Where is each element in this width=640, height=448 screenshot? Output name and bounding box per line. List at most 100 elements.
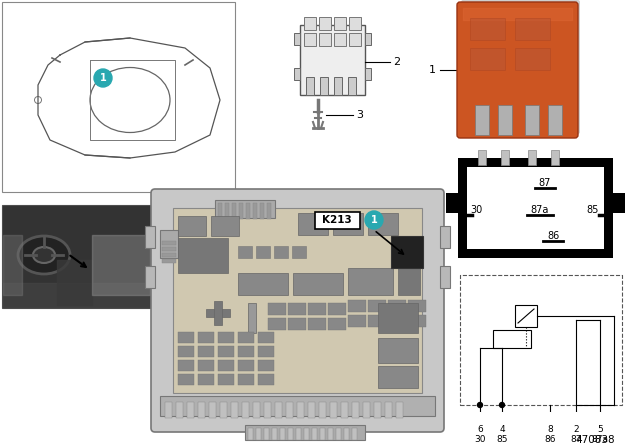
- Bar: [160, 396, 435, 416]
- Bar: [330, 402, 337, 418]
- Bar: [446, 193, 458, 213]
- Bar: [334, 33, 346, 46]
- Bar: [198, 374, 214, 385]
- Bar: [308, 402, 315, 418]
- Text: 86: 86: [547, 231, 559, 241]
- Bar: [178, 346, 194, 357]
- Bar: [162, 247, 176, 251]
- Bar: [408, 315, 426, 327]
- Bar: [162, 259, 176, 263]
- Bar: [288, 428, 293, 440]
- Bar: [470, 18, 505, 40]
- Text: K213: K213: [322, 215, 352, 225]
- Bar: [245, 425, 365, 440]
- Bar: [334, 77, 342, 95]
- Bar: [515, 48, 550, 70]
- Bar: [348, 268, 393, 295]
- Bar: [173, 208, 422, 393]
- Text: 4: 4: [499, 425, 505, 434]
- Bar: [475, 105, 489, 135]
- Bar: [374, 402, 381, 418]
- Text: 87a: 87a: [591, 435, 609, 444]
- Bar: [238, 374, 254, 385]
- Bar: [528, 150, 536, 165]
- Bar: [515, 18, 550, 40]
- Circle shape: [365, 211, 383, 229]
- Bar: [267, 203, 271, 219]
- Bar: [333, 213, 363, 235]
- Bar: [248, 428, 253, 440]
- Bar: [258, 332, 274, 343]
- Bar: [274, 246, 288, 258]
- Text: 85: 85: [496, 435, 508, 444]
- Bar: [198, 346, 214, 357]
- Text: 86: 86: [544, 435, 556, 444]
- Bar: [258, 360, 274, 371]
- Bar: [264, 402, 271, 418]
- Text: 3: 3: [356, 110, 363, 120]
- Bar: [275, 402, 282, 418]
- Bar: [368, 300, 386, 312]
- Bar: [478, 150, 486, 165]
- Bar: [319, 402, 326, 418]
- Bar: [408, 300, 426, 312]
- Bar: [288, 303, 306, 315]
- Bar: [388, 300, 406, 312]
- Bar: [225, 203, 229, 219]
- Bar: [365, 68, 371, 80]
- Bar: [296, 428, 301, 440]
- Bar: [246, 203, 250, 219]
- Bar: [178, 374, 194, 385]
- Bar: [178, 216, 206, 236]
- Bar: [501, 150, 509, 165]
- Bar: [349, 17, 361, 30]
- Bar: [256, 428, 261, 440]
- Bar: [238, 346, 254, 357]
- Bar: [493, 330, 531, 348]
- Bar: [178, 360, 194, 371]
- Bar: [260, 203, 264, 219]
- Bar: [440, 226, 450, 248]
- Bar: [328, 428, 333, 440]
- Bar: [176, 402, 183, 418]
- Bar: [297, 402, 304, 418]
- Bar: [232, 203, 236, 219]
- Circle shape: [499, 402, 504, 408]
- Bar: [378, 338, 418, 363]
- Bar: [378, 303, 418, 333]
- Bar: [388, 315, 406, 327]
- Bar: [239, 203, 243, 219]
- Bar: [258, 374, 274, 385]
- Text: 87a: 87a: [531, 205, 549, 215]
- Bar: [209, 402, 216, 418]
- Bar: [218, 374, 234, 385]
- Bar: [298, 213, 328, 235]
- Bar: [211, 216, 239, 236]
- Bar: [198, 332, 214, 343]
- Text: 87: 87: [570, 435, 582, 444]
- Text: 6: 6: [477, 425, 483, 434]
- Text: 470838: 470838: [575, 435, 615, 445]
- FancyBboxPatch shape: [457, 2, 578, 138]
- Bar: [341, 402, 348, 418]
- Bar: [258, 346, 274, 357]
- Bar: [378, 366, 418, 388]
- Text: 1: 1: [371, 215, 378, 225]
- Bar: [368, 213, 398, 235]
- Bar: [308, 318, 326, 330]
- Bar: [525, 105, 539, 135]
- Bar: [160, 230, 178, 258]
- Text: 2: 2: [573, 425, 579, 434]
- Bar: [336, 428, 341, 440]
- Text: 2: 2: [393, 57, 400, 67]
- Bar: [320, 428, 325, 440]
- Bar: [162, 253, 176, 257]
- Bar: [218, 203, 222, 219]
- Bar: [214, 301, 222, 325]
- Bar: [320, 77, 328, 95]
- Bar: [2, 2, 235, 192]
- Bar: [470, 48, 505, 70]
- Bar: [319, 33, 331, 46]
- Bar: [2, 205, 152, 308]
- Bar: [352, 402, 359, 418]
